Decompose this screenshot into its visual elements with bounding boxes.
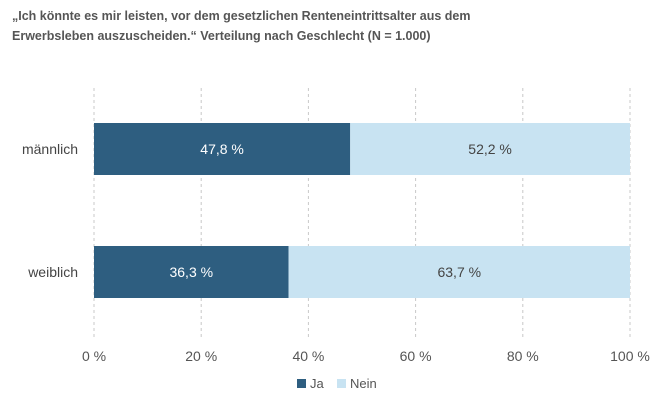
chart-title-line-2: Erwerbsleben auszuscheiden.“ Verteilung … (12, 29, 431, 43)
bar-ja-1 (94, 246, 289, 298)
category-labels: männlich weiblich (22, 141, 78, 280)
chart-title: „Ich könnte es mir leisten, vor dem gese… (12, 6, 612, 46)
data-label-nein-0: 52,2 % (468, 141, 512, 157)
x-tick-label-1: 20 % (185, 348, 217, 364)
legend-label-ja: Ja (310, 376, 325, 391)
x-tick-label-4: 80 % (507, 348, 539, 364)
data-label-nein-1: 63,7 % (437, 264, 481, 280)
x-tick-label-3: 60 % (400, 348, 432, 364)
category-label-1: weiblich (27, 264, 78, 280)
legend-label-nein: Nein (350, 376, 377, 391)
bars: 47,8 % 52,2 % 36,3 % 63,7 % (94, 123, 630, 298)
data-label-ja-1: 36,3 % (169, 264, 213, 280)
chart-title-line-1: „Ich könnte es mir leisten, vor dem gese… (12, 9, 471, 23)
legend: Ja Nein (297, 376, 377, 391)
x-tick-label-2: 40 % (292, 348, 324, 364)
x-tick-label-0: 0 % (82, 348, 106, 364)
bar-nein-0 (350, 123, 630, 175)
category-label-0: männlich (22, 141, 78, 157)
x-tick-label-5: 100 % (610, 348, 650, 364)
x-axis-ticks: 0 % 20 % 40 % 60 % 80 % 100 % (82, 348, 650, 364)
legend-swatch-nein (337, 379, 346, 388)
bar-ja-0 (94, 123, 351, 175)
data-label-ja-0: 47,8 % (200, 141, 244, 157)
bar-nein-1 (288, 246, 630, 298)
legend-swatch-ja (297, 379, 306, 388)
